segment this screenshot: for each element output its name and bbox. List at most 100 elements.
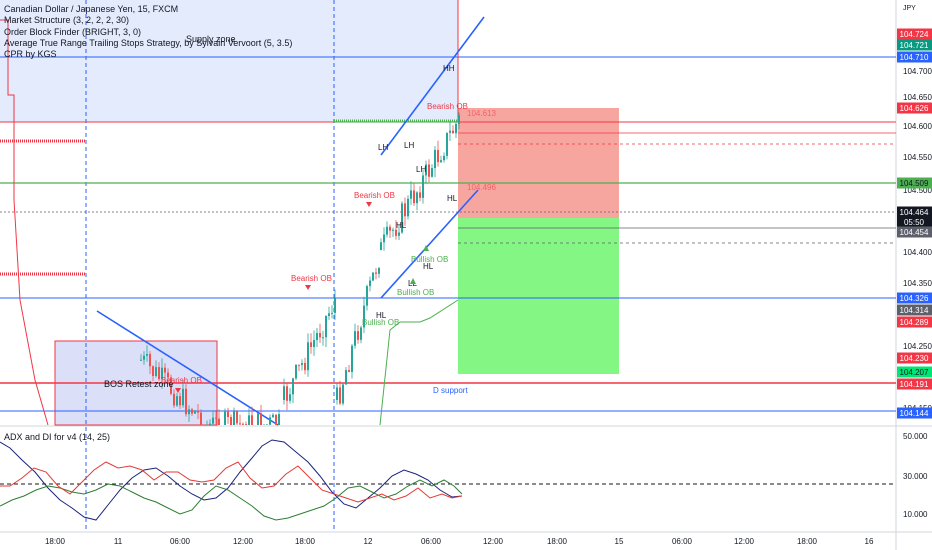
candle-body	[437, 149, 439, 163]
candle-body	[372, 272, 374, 281]
time-tick-label: 18:00	[45, 537, 66, 546]
candle-body	[389, 226, 391, 231]
candle-body	[164, 367, 166, 373]
price-tag-bg	[897, 304, 932, 316]
candle-body	[149, 353, 151, 367]
candle-body	[407, 198, 409, 217]
candle-body	[239, 423, 241, 425]
candlestick-series[interactable]	[140, 112, 460, 446]
candle-body	[395, 229, 397, 236]
candle-body	[425, 164, 427, 176]
indicator-legend-item[interactable]: Market Structure (3, 2, 2, 2, 30)	[4, 15, 130, 26]
price-tag-label: 104.626	[900, 104, 929, 113]
price-tag-bg	[897, 226, 932, 238]
candle-body	[170, 377, 172, 394]
atr-trailing-stop	[0, 19, 49, 426]
time-tick-label: 12:00	[233, 537, 254, 546]
candle-body	[298, 364, 300, 366]
indicator-scale[interactable]: 50.000 30.000 10.000	[903, 432, 928, 519]
candle-body	[218, 418, 220, 425]
indicator-legend-item[interactable]: CPR by KGS	[4, 49, 57, 60]
candle-body	[336, 387, 338, 400]
candle-body	[209, 423, 211, 425]
candle-body	[140, 359, 142, 361]
time-tick-label: 12:00	[734, 537, 755, 546]
candle-body	[351, 345, 353, 372]
candle-body	[266, 424, 268, 425]
price-tag-label: 104.721	[900, 41, 929, 50]
candle-body	[176, 396, 178, 406]
candle-body	[334, 298, 336, 313]
candle-body	[155, 367, 157, 377]
chart-legend[interactable]: Canadian Dollar / Japanese Yen, 15, FXCM…	[4, 4, 292, 60]
candle-body	[452, 130, 454, 134]
candle-body	[380, 242, 382, 250]
candle-body	[272, 414, 274, 418]
price-tag-label: 104.191	[900, 380, 929, 389]
price-tag: 104.721	[897, 39, 932, 51]
price-tag: 104.289	[897, 316, 932, 328]
price-tag: 104.144	[897, 407, 932, 419]
adx-line	[0, 439, 463, 521]
candle-body	[179, 396, 181, 406]
price-tag-bg	[897, 28, 932, 40]
price-tag-label: 104.230	[900, 354, 929, 363]
candle-body	[313, 340, 315, 348]
time-tick-label: 06:00	[170, 537, 191, 546]
candle-body	[227, 411, 229, 418]
price-tag-label: 104.207	[900, 368, 929, 377]
price-tick-label: 104.500	[903, 186, 932, 195]
price-tag-bg	[897, 206, 932, 218]
di-plus-line	[0, 479, 463, 521]
candle-body	[301, 363, 303, 366]
candle-body	[392, 229, 394, 231]
indicator-pane[interactable]	[0, 427, 896, 532]
candle-body	[167, 372, 169, 378]
candle-body	[224, 411, 226, 425]
candle-body	[212, 417, 214, 424]
position-open-price: 104.613	[467, 109, 496, 118]
price-tag-label: 104.724	[900, 30, 929, 39]
price-tag-label: 104.314	[900, 306, 929, 315]
indicator-legend-item[interactable]: Order Block Finder (BRIGHT, 3, 0)	[4, 26, 142, 37]
price-tag: 104.454	[897, 226, 932, 238]
candle-body	[375, 272, 377, 274]
symbol-title[interactable]: Canadian Dollar / Japanese Yen, 15, FXCM	[4, 4, 179, 14]
candle-body	[143, 355, 145, 360]
candle-body	[443, 155, 445, 161]
price-tag: 104.230	[897, 352, 932, 364]
candle-body	[242, 423, 244, 425]
di-minus-line	[0, 461, 463, 503]
time-tick-label: 11	[114, 537, 123, 546]
time-tick-label: 18:00	[295, 537, 316, 546]
candle-body	[410, 190, 412, 199]
structure-label: HL	[376, 311, 387, 320]
candle-body	[158, 367, 160, 380]
price-tick-label: 104.550	[903, 153, 932, 162]
price-tag: 104.314	[897, 304, 932, 316]
price-tag-bg	[897, 316, 932, 328]
candle-body	[339, 387, 341, 404]
atr-trailing-stop	[379, 299, 459, 426]
bullish-ob-marker	[410, 278, 416, 284]
candle-body	[401, 203, 403, 233]
candle-body	[354, 331, 356, 346]
bearish-ob-marker	[366, 202, 372, 207]
price-scale[interactable]: 104.700 104.650 104.600 104.550 104.500 104.4…	[897, 28, 932, 419]
indicator-pane-title[interactable]: ADX and DI for v4 (14, 25)	[4, 432, 111, 442]
candle-body	[310, 342, 312, 348]
indicator-legend-item[interactable]: Average True Range Trailing Stops Strate…	[4, 37, 293, 48]
candle-body	[428, 164, 430, 177]
candle-body	[422, 175, 424, 198]
candle-body	[289, 394, 291, 401]
price-tag: 104.724	[897, 28, 932, 40]
candle-body	[363, 305, 365, 328]
price-tag-bg	[897, 378, 932, 390]
price-tag-bg	[897, 216, 932, 228]
candle-body	[260, 413, 262, 425]
d-support-label: D support	[433, 386, 468, 395]
price-tag-label: 104.509	[900, 179, 929, 188]
time-axis[interactable]: 18:00 11 06:00 12:00 18:00 12 06:00 12:00 18:00 1…	[45, 537, 874, 546]
candle-body	[278, 414, 280, 425]
